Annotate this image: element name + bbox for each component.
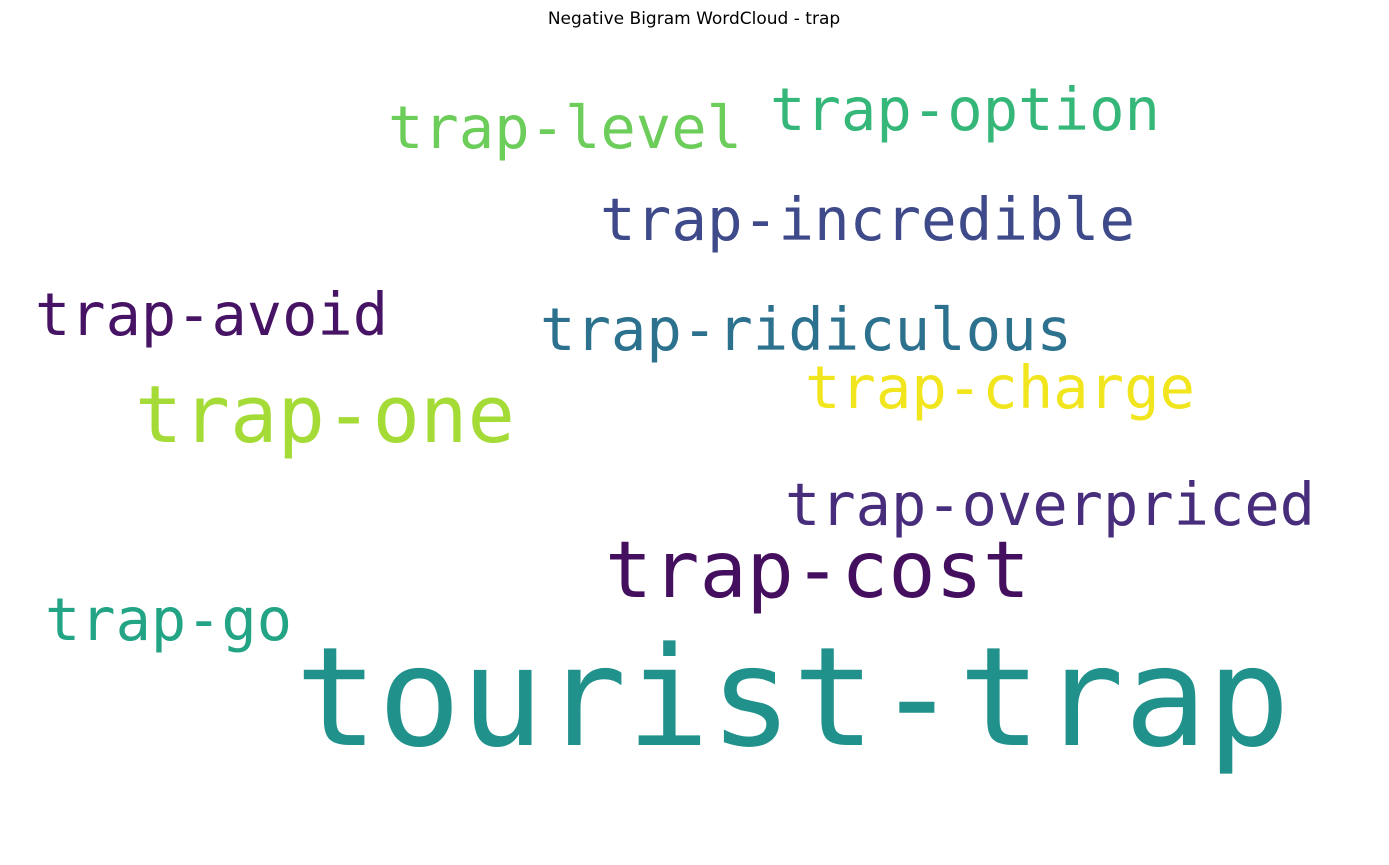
word: trap-incredible [600, 185, 1135, 254]
word: trap-ridiculous [540, 295, 1072, 364]
chart-title: Negative Bigram WordCloud - trap [548, 9, 840, 29]
word: trap-one [135, 369, 515, 461]
word: tourist-trap [295, 618, 1290, 778]
word: trap-level [388, 93, 742, 162]
word: trap-overpriced [785, 471, 1315, 539]
word: trap-cost [605, 525, 1030, 616]
word: trap-option [770, 75, 1160, 144]
word: trap-avoid [35, 281, 388, 349]
word: trap-charge [805, 353, 1195, 422]
word: trap-go [45, 586, 292, 654]
